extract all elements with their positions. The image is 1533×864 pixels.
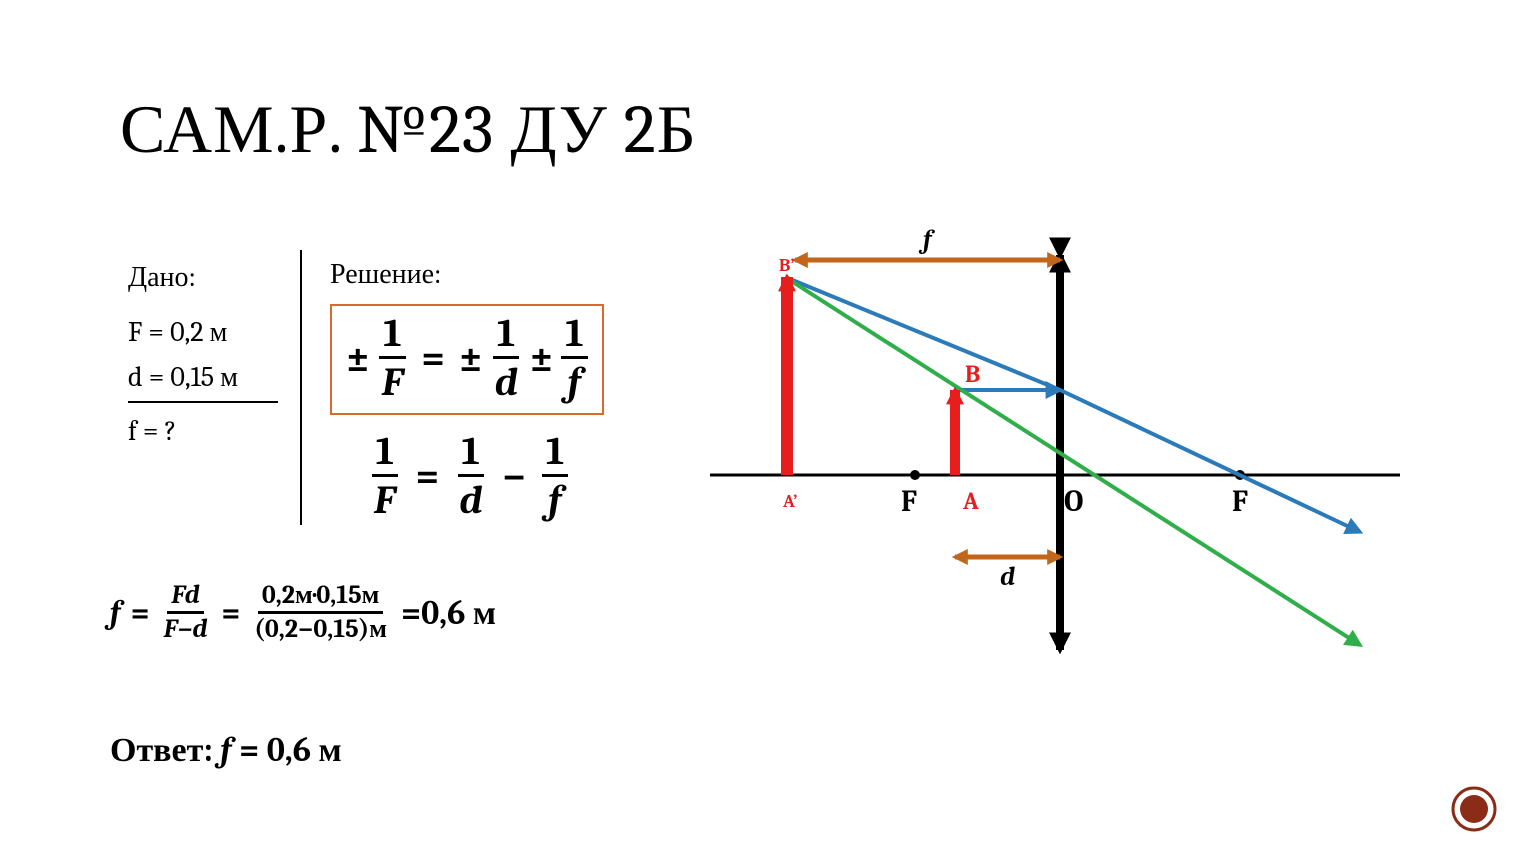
frac-den: f	[544, 477, 565, 521]
svg-text:B: B	[965, 360, 980, 388]
optics-diagram: f d F F O A B A’ B’	[710, 215, 1400, 665]
eq-sign: =	[421, 335, 445, 381]
given-item-d: d = 0,15 м	[128, 355, 278, 404]
formula-specific: 1 F = 1 d − 1 f	[370, 430, 568, 521]
given-item-F: F = 0,2 м	[128, 310, 298, 355]
formula-general: ± 1 F = ± 1 d ± 1 f	[330, 304, 604, 415]
frac-num: 1	[542, 430, 568, 477]
minus-sign: −	[502, 453, 526, 499]
frac-num: 1	[493, 312, 519, 359]
frac-num: Fd	[167, 582, 203, 614]
eq-sign: =	[131, 594, 150, 631]
frac-den: (0,2−0,15)м	[250, 614, 391, 643]
svg-text:d: d	[1000, 562, 1015, 592]
frac-den: F	[378, 359, 408, 403]
frac-num: 1	[458, 430, 484, 477]
answer-line: Ответ: f = 0,6 м	[110, 730, 342, 770]
given-find: f = ?	[128, 409, 298, 454]
frac-den: d	[491, 359, 522, 403]
svg-text:B’: B’	[779, 255, 795, 276]
svg-text:A’: A’	[782, 491, 797, 512]
var-f: f	[110, 594, 121, 631]
answer-value: = 0,6 м	[239, 730, 342, 770]
pm-sign: ±	[530, 335, 554, 381]
frac-num: 1	[372, 430, 398, 477]
pm-sign: ±	[346, 335, 370, 381]
solution-label: Решение:	[330, 258, 441, 291]
frac-den: f	[564, 359, 585, 403]
vertical-separator	[300, 250, 302, 525]
eq-sign: =	[416, 453, 440, 499]
frac-den: F−d	[160, 614, 212, 643]
pm-sign: ±	[459, 335, 483, 381]
frac-num: 1	[561, 312, 587, 359]
frac-num: 0,2м·0,15м	[258, 582, 383, 614]
answer-var: f	[220, 730, 231, 770]
frac-num: 1	[379, 312, 405, 359]
page-title: САМ.Р. №23 ДУ 2Б	[120, 90, 697, 169]
answer-label: Ответ:	[110, 730, 213, 770]
frac-den: F	[370, 477, 400, 521]
svg-text:O: O	[1064, 484, 1083, 519]
result: =0,6 м	[401, 593, 496, 633]
eq-sign: =	[221, 594, 240, 631]
svg-text:F: F	[901, 484, 917, 519]
svg-text:F: F	[1232, 484, 1248, 519]
frac-den: d	[455, 477, 486, 521]
svg-text:A: A	[962, 487, 979, 515]
svg-text:f: f	[918, 225, 935, 255]
given-label: Дано:	[128, 255, 298, 300]
slide-badge-icon	[1451, 786, 1497, 832]
given-block: Дано: F = 0,2 м d = 0,15 м f = ?	[128, 255, 298, 454]
computation-line: f = Fd F−d = 0,2м·0,15м (0,2−0,15)м =0,6…	[110, 582, 496, 644]
